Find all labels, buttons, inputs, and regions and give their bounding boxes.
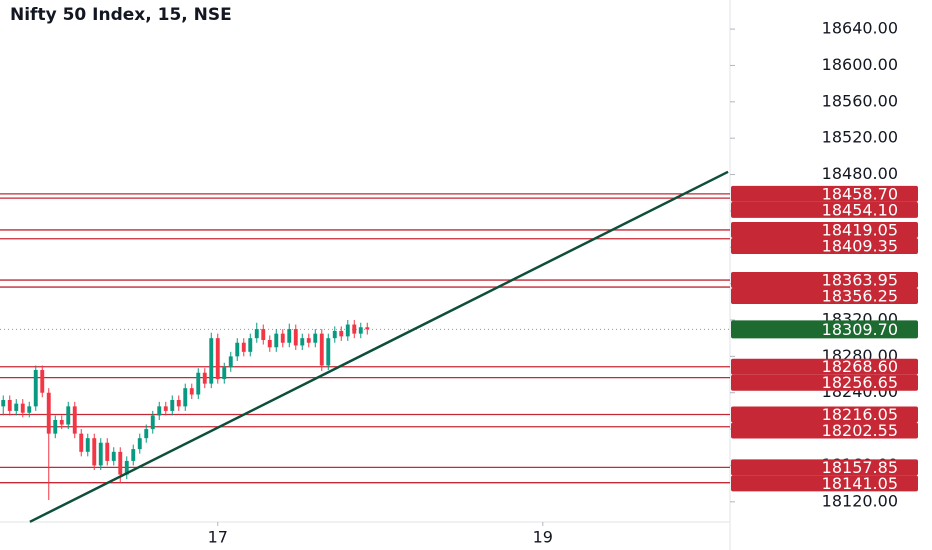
candle-body <box>326 338 331 366</box>
level-label: 18409.35 <box>822 236 898 255</box>
level-box <box>731 475 918 492</box>
candle-body <box>313 333 318 343</box>
candle-body <box>261 329 266 340</box>
candle-body <box>111 451 116 461</box>
candle-body <box>339 330 344 337</box>
y-tick-label: 18120.00 <box>822 491 898 510</box>
candle-body <box>248 338 253 352</box>
candle-body <box>118 451 123 475</box>
level-label: 18216.05 <box>822 405 898 424</box>
candle-body <box>267 340 272 348</box>
candle-body <box>280 333 285 343</box>
candle-body <box>72 406 77 434</box>
candle-body <box>365 327 370 330</box>
candle-body <box>98 442 103 466</box>
level-box <box>731 459 918 476</box>
candle-body <box>7 400 12 411</box>
candle-body <box>59 420 64 425</box>
chart-title: Nifty 50 Index, 15, NSE <box>10 5 232 25</box>
candle-body <box>79 433 84 452</box>
candle-body <box>196 372 201 395</box>
candle-body <box>92 438 97 466</box>
candle-body <box>150 415 155 430</box>
y-tick-label: 18560.00 <box>822 91 898 110</box>
level-box <box>731 374 918 391</box>
candle-body <box>137 438 142 450</box>
candle-body <box>352 324 357 334</box>
candle-body <box>183 388 188 407</box>
y-tick-label: 18520.00 <box>822 128 898 147</box>
level-label: 18268.60 <box>822 357 898 376</box>
candle-body <box>176 400 181 407</box>
level-label: 18256.65 <box>822 373 898 392</box>
candle-body <box>40 370 45 393</box>
candle-body <box>358 327 363 334</box>
candle-body <box>14 403 19 411</box>
candle-body <box>27 406 32 413</box>
level-box <box>731 201 918 218</box>
candle-body <box>241 342 246 352</box>
candle-body <box>228 356 233 368</box>
candle-body <box>105 442 110 461</box>
candle-body <box>300 338 305 346</box>
candle-body <box>319 333 324 366</box>
candle-body <box>222 367 227 380</box>
level-box <box>731 185 918 202</box>
level-label: 18202.55 <box>822 421 898 440</box>
candle-body <box>202 372 207 384</box>
level-label: 18141.05 <box>822 474 898 493</box>
y-tick-label: 18640.00 <box>822 19 898 38</box>
candle-body <box>144 429 149 439</box>
candle-body <box>20 403 25 413</box>
level-label: 18419.05 <box>822 220 898 239</box>
candle-body <box>1 400 6 407</box>
level-box <box>731 358 918 375</box>
candle-body <box>189 388 194 395</box>
candle-body <box>124 460 129 475</box>
candle-body <box>209 338 214 384</box>
level-box <box>731 221 918 238</box>
level-box <box>731 288 918 305</box>
candle-body <box>163 406 168 411</box>
level-label: 18157.85 <box>822 458 898 477</box>
level-box <box>731 272 918 289</box>
level-label: 18458.70 <box>822 184 898 203</box>
candle-body <box>293 329 298 346</box>
candle-body <box>66 406 71 425</box>
candle-body <box>157 406 162 416</box>
level-box <box>731 422 918 439</box>
candle-body <box>274 333 279 348</box>
candle-body <box>306 338 311 343</box>
x-tick-label: 17 <box>208 528 228 547</box>
y-tick-label: 18600.00 <box>822 55 898 74</box>
last-price-label: 18309.70 <box>822 320 898 339</box>
candle-body <box>345 324 350 337</box>
candle-body <box>332 330 337 339</box>
level-box <box>731 406 918 423</box>
candle-body <box>85 438 90 452</box>
candle-body <box>235 342 240 357</box>
y-tick-label: 18480.00 <box>822 164 898 183</box>
level-label: 18454.10 <box>822 200 898 219</box>
x-tick-label: 19 <box>533 528 553 547</box>
level-label: 18356.25 <box>822 287 898 306</box>
level-label: 18363.95 <box>822 271 898 290</box>
trendline <box>29 170 729 523</box>
level-box <box>731 237 918 254</box>
candle-body <box>46 392 51 434</box>
candle-body <box>215 338 220 380</box>
candle-body <box>33 370 38 407</box>
last-price-box <box>731 320 918 339</box>
candle-body <box>254 329 259 339</box>
candle-body <box>170 400 175 411</box>
candle-body <box>53 420 58 434</box>
candle-body <box>287 329 292 343</box>
candle-body <box>131 449 136 461</box>
